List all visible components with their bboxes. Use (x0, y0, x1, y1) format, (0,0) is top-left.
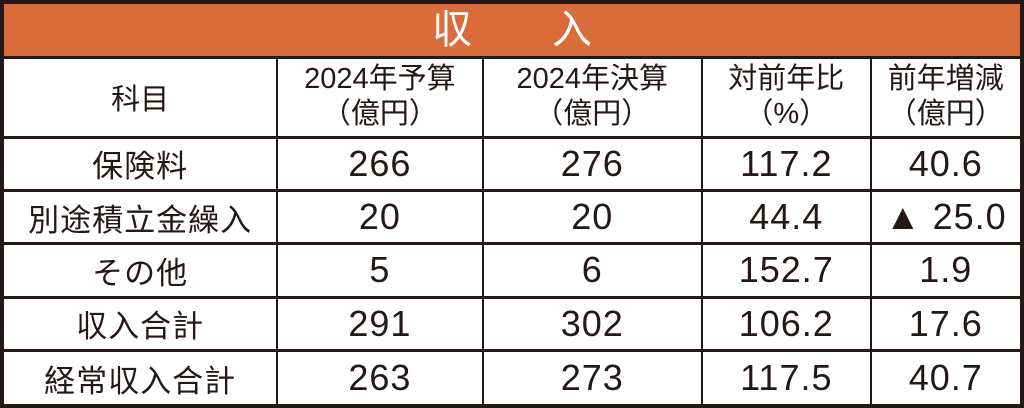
value-cell: 291 (276, 295, 484, 353)
header-cell-col-2: 対前年比 （%） (700, 59, 872, 139)
value-cell: 152.7 (700, 242, 872, 299)
table-row: 経常収入合計 263 273 117.5 40.7 (4, 349, 1020, 404)
value-cell: 6 (481, 242, 703, 299)
value-cell: 5 (276, 242, 484, 299)
value-text: 291 (348, 302, 412, 344)
value-cell: 266 (276, 135, 484, 192)
table-title: 収 入 (432, 8, 592, 52)
header-cell-item: 科目 (4, 59, 279, 139)
value-cell: 276 (481, 135, 703, 192)
header-cell-line2: （%） (744, 98, 829, 131)
header-cell-line1: 前年増減 (887, 63, 1004, 96)
value-cell: 20 (276, 188, 484, 246)
header-row: 科目 2024年予算 （億円） 2024年決算 （億円） 対前年比 （%） 前年増減 （億円） (4, 59, 1020, 139)
row-label-cell: 保険料 (4, 135, 279, 192)
header-cell-col-0: 2024年予算 （億円） (276, 59, 484, 139)
value-text: 17.6 (908, 302, 983, 344)
header-cell-col-3: 前年増減 （億円） (869, 59, 1020, 139)
row-label: 収入合計 (76, 309, 205, 345)
value-text: 20 (571, 196, 614, 238)
row-label: 別途積立金繰入 (28, 202, 253, 238)
header-cell-line1: 2024年予算 (304, 63, 456, 96)
value-cell: 273 (481, 349, 703, 404)
value-text: 117.5 (740, 357, 833, 399)
row-label-cell: 経常収入合計 (4, 349, 279, 404)
value-text: 5 (369, 249, 391, 291)
table-row: その他 5 6 152.7 1.9 (4, 242, 1020, 299)
value-text: 117.2 (740, 142, 833, 184)
value-cell: 117.5 (700, 349, 872, 404)
value-cell: 40.6 (869, 135, 1020, 192)
value-text: 302 (560, 302, 624, 344)
value-cell: 20 (481, 188, 703, 246)
value-cell: 17.6 (869, 295, 1020, 353)
value-cell: 117.2 (700, 135, 872, 192)
header-cell-line2: （億円） (321, 98, 438, 131)
row-label-cell: その他 (4, 242, 279, 299)
row-label-cell: 収入合計 (4, 295, 279, 353)
income-data-table: 科目 2024年予算 （億円） 2024年決算 （億円） 対前年比 （%） 前年増減 （億円）… (4, 59, 1020, 404)
value-text: 44.4 (749, 196, 824, 238)
table-row: 収入合計 291 302 106.2 17.6 (4, 295, 1020, 353)
header-cell-line1: 2024年決算 (516, 63, 668, 96)
header-item-label: 科目 (111, 84, 170, 117)
value-cell: ▲ 25.0 (869, 188, 1020, 246)
value-text: 273 (560, 357, 624, 399)
value-text: 40.6 (908, 142, 983, 184)
table-row: 保険料 266 276 117.2 40.6 (4, 135, 1020, 192)
value-text: 6 (581, 249, 603, 291)
row-label: 保険料 (92, 149, 189, 185)
row-label: 経常収入合計 (44, 363, 237, 399)
value-text: 266 (348, 142, 412, 184)
value-cell: 1.9 (869, 242, 1020, 299)
value-text: 1.9 (919, 249, 973, 291)
value-text: 40.7 (908, 357, 983, 399)
value-cell: 302 (481, 295, 703, 353)
value-text: 20 (358, 196, 401, 238)
header-cell-line2: （億円） (887, 98, 1004, 131)
value-text: 263 (348, 357, 412, 399)
value-text: 276 (560, 142, 624, 184)
table-title-banner: 収 入 (4, 4, 1020, 59)
row-label: その他 (92, 255, 189, 291)
table-row: 別途積立金繰入 20 20 44.4 ▲ 25.0 (4, 188, 1020, 246)
value-text: ▲ 25.0 (884, 196, 1007, 238)
value-cell: 44.4 (700, 188, 872, 246)
header-cell-line2: （億円） (534, 98, 651, 131)
value-text: 152.7 (738, 249, 834, 291)
header-cell-col-1: 2024年決算 （億円） (481, 59, 703, 139)
value-text: 106.2 (738, 302, 834, 344)
row-label-cell: 別途積立金繰入 (4, 188, 279, 246)
value-cell: 40.7 (869, 349, 1020, 404)
value-cell: 106.2 (700, 295, 872, 353)
header-cell-line1: 対前年比 (728, 63, 845, 96)
value-cell: 263 (276, 349, 484, 404)
